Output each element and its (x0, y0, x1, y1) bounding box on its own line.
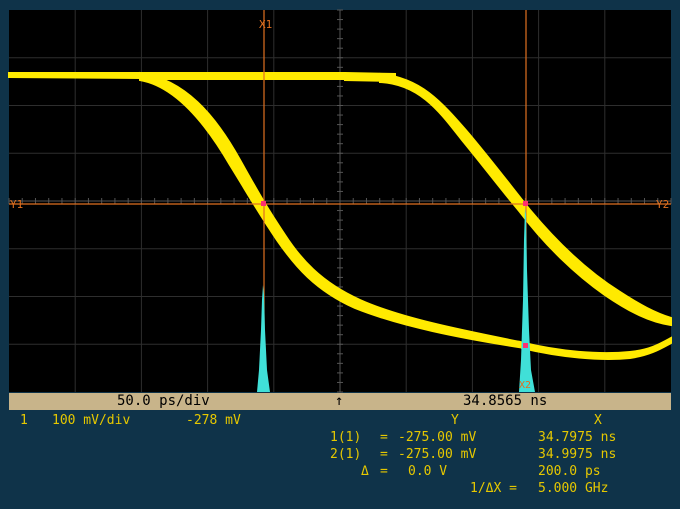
falling-edge-late (379, 72, 672, 327)
cursor-x1-label: X1 (259, 18, 272, 31)
histogram-x1 (257, 285, 270, 392)
cursor-y2-label: Y2 (656, 198, 669, 211)
inverse-delta-value: 5.000 GHz (538, 481, 609, 496)
timebase-bar: 50.0 ps/div ↑ 34.8565 ns (9, 393, 671, 410)
graticule-center-axes (8, 9, 672, 393)
x-column-header: X (594, 413, 602, 428)
cursor-x2-label: X2 (519, 380, 531, 391)
cursor2-label: 2(1) (330, 447, 362, 462)
delta-y-value: 0.0 V (408, 464, 448, 479)
marker-x2-y2 (523, 201, 528, 206)
delta-x-value: 200.0 ps (538, 464, 601, 479)
marker-x1-y1 (261, 201, 266, 206)
cursor2-x-value: 34.9975 ns (538, 447, 617, 462)
waveform-tail (518, 336, 672, 360)
cursor1-y-value: -275.00 mV (398, 430, 477, 445)
inverse-delta-label: 1/ΔX = (470, 481, 517, 496)
cursor2-y-value: -275.00 mV (398, 447, 477, 462)
time-position-label[interactable]: 34.8565 ns (463, 393, 548, 409)
cursor2-eq: = (380, 447, 388, 462)
cursor1-label: 1(1) (330, 430, 362, 445)
cursor1-x-value: 34.7975 ns (538, 430, 617, 445)
timebase-position-arrow: ↑ (335, 393, 344, 409)
timebase-label[interactable]: 50.0 ps/div (117, 393, 210, 409)
delta-eq: = (380, 464, 388, 479)
marker-x2-tail (523, 343, 528, 348)
y-column-header: Y (451, 413, 459, 428)
delta-label: Δ (361, 464, 369, 479)
cursor1-eq: = (380, 430, 388, 445)
waveform-trace (8, 71, 672, 360)
channel-scale[interactable]: 100 mV/div (52, 413, 131, 428)
channel-offset[interactable]: -278 mV (186, 413, 241, 428)
cursor-y1-label: Y1 (10, 198, 23, 211)
channel-number[interactable]: 1 (20, 413, 28, 428)
measurement-readout: 1 100 mV/div -278 mV Y X 1(1) = -275.00 … (0, 411, 680, 509)
